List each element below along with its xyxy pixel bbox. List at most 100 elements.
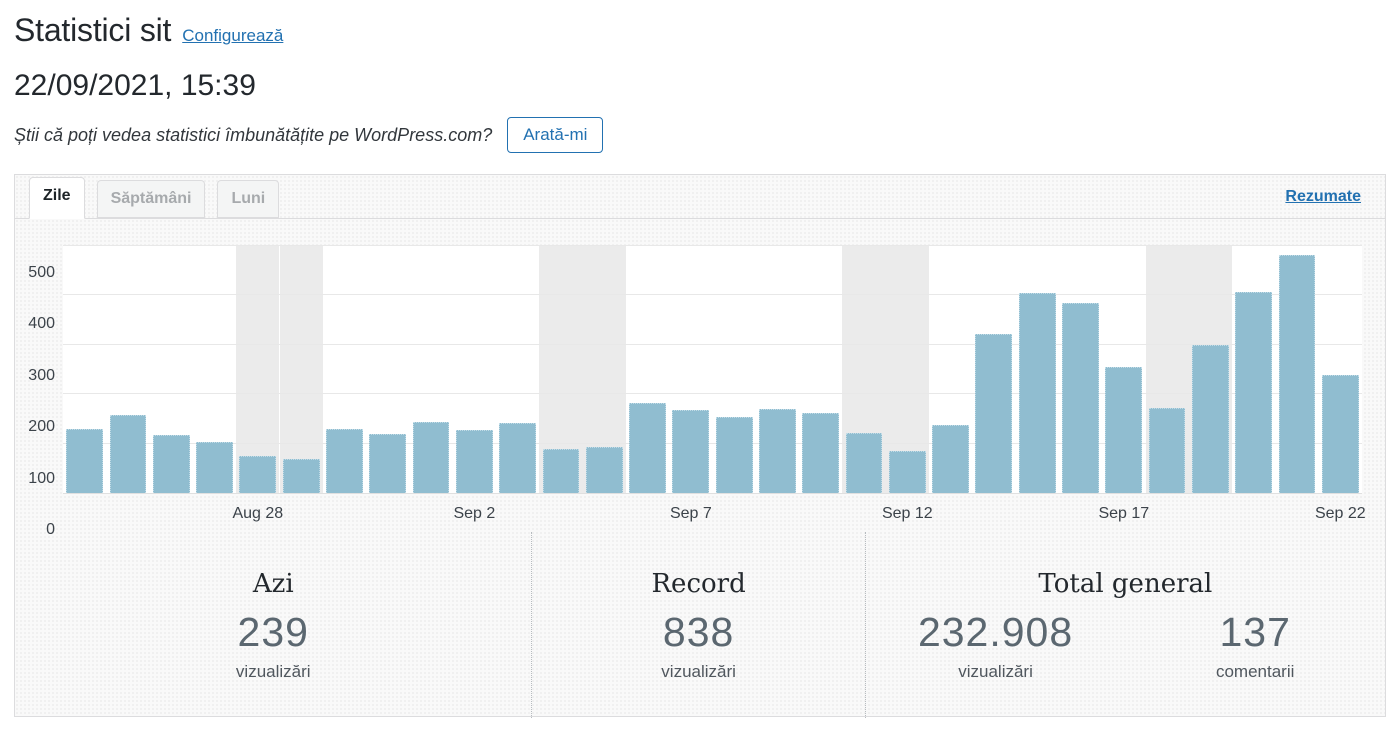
chart-slot [106,246,149,493]
chart-bar[interactable] [1105,367,1143,493]
chart-bar[interactable] [845,432,883,493]
chart-slot [453,246,496,493]
chart-bar[interactable] [282,458,320,493]
chart-bar[interactable] [759,408,796,493]
chart-bar[interactable] [66,428,104,493]
stat-grand-total: Total general 232.908 vizualizări 137 co… [866,532,1385,718]
y-tick-label: 400 [28,315,55,333]
chart-x-axis: Aug 28 Sep 2 Sep 7 Sep 12 Sep 17 Sep 22 [63,494,1365,530]
chart-slot [583,246,626,493]
chart-slot [236,246,279,493]
chart-bar[interactable] [1062,302,1099,493]
chart-bar[interactable] [1235,291,1273,493]
chart-bar[interactable] [542,449,580,493]
configure-link[interactable]: Configurează [182,26,284,45]
chart-slot [972,246,1015,493]
chart-bar[interactable] [585,446,623,493]
weekend-band [279,246,323,493]
promo-row: Știi că poți vedea statistici îmbunătăți… [14,117,1386,153]
tab-weeks[interactable]: Săptămâni [96,180,206,218]
chart-slot [799,246,842,493]
chart-bar[interactable] [455,429,493,493]
chart-bar[interactable] [888,450,926,493]
stat-value-total-comments: 137 [1219,609,1291,655]
chart-bar[interactable] [1018,293,1056,493]
chart-bar[interactable] [975,333,1013,493]
stat-item: 232.908 vizualizări [866,600,1126,682]
chart-slot [1102,246,1145,493]
y-tick-label: 0 [46,521,55,538]
stat-label-today: vizualizări [235,662,311,681]
gridline [63,245,1362,246]
chart-bar[interactable] [369,433,407,493]
chart-bar[interactable] [326,428,363,493]
chart-y-axis: 0 100 200 300 400 500 [15,265,55,538]
chart-slot [63,246,106,493]
x-tick-label: Sep 12 [881,505,933,522]
promo-text: Știi că poți vedea statistici îmbunătăți… [14,124,493,145]
chart-slot [929,246,972,493]
chart-slot [1145,246,1188,493]
chart-bar[interactable] [109,414,147,493]
stat-heading-record: Record [651,569,746,599]
y-tick-label: 100 [28,469,55,487]
chart-bar[interactable] [412,421,450,493]
stat-item: 239 vizualizări [15,600,531,682]
y-tick-label: 200 [28,418,55,436]
tab-bar: Zile Săptămâni Luni Rezumate [15,175,1385,219]
chart-bar[interactable] [715,417,753,493]
x-tick-label: Sep 22 [1314,505,1366,522]
chart-bar[interactable] [672,410,710,493]
chart-bar[interactable] [196,441,233,493]
chart-bar[interactable] [1148,407,1186,493]
chart-slot [1189,246,1232,493]
chart-bars [63,246,1362,493]
chart-bar[interactable] [629,403,666,493]
gridline [63,343,1362,345]
stat-label-total-views: vizualizări [958,662,1033,681]
chart-slot [1232,246,1275,493]
stat-label-total-comments: comentarii [1215,662,1295,681]
gridline [63,442,1362,444]
chart-plot [63,245,1362,494]
stat-label-record: vizualizări [661,662,736,681]
stat-value-total-views: 232.908 [917,609,1074,655]
stat-item: 137 comentarii [1125,600,1385,682]
chart-bar[interactable] [1191,344,1229,493]
chart-slot [626,246,669,493]
show-me-button[interactable]: Arată-mi [507,117,604,153]
stats-page: Statistici sit Configurează 22/09/2021, … [14,12,1386,718]
chart-slot [1016,246,1059,493]
stat-heading-grand-total: Total general [1038,569,1213,599]
chart-bar[interactable] [1278,254,1316,493]
chart-slot [756,246,799,493]
chart-slot [1319,246,1362,493]
gridline [63,393,1362,395]
tab-days[interactable]: Zile [29,177,85,219]
totals-section: Azi 239 vizualizări Record 838 vizualiză… [15,532,1385,718]
chart-slot [279,246,322,493]
chart-bar[interactable] [1321,374,1359,493]
stat-record: Record 838 vizualizări [531,532,866,718]
chart-slot [1275,246,1318,493]
chart-bar[interactable] [239,455,277,493]
x-tick-label: Sep 17 [1098,505,1150,522]
gridline [63,294,1362,296]
chart-bar[interactable] [499,422,537,493]
chart-bar[interactable] [152,434,190,493]
chart-slot [150,246,193,493]
chart-slot [409,246,452,493]
chart-slot [323,246,366,493]
stats-panel: Zile Săptămâni Luni Rezumate 0 100 200 300 4… [14,174,1386,718]
chart-bar[interactable] [932,424,969,493]
y-tick-label: 300 [28,366,55,384]
x-tick-label: Sep 7 [669,505,712,522]
summaries-link[interactable]: Rezumate [1285,187,1361,205]
stat-value-today: 239 [237,609,309,655]
y-tick-label: 500 [28,264,55,281]
stat-today: Azi 239 vizualizări [15,532,531,718]
page-title: Statistici sit [14,12,172,48]
chart-bar[interactable] [802,412,840,493]
tab-months[interactable]: Luni [217,180,280,218]
chart-slot [712,246,755,493]
